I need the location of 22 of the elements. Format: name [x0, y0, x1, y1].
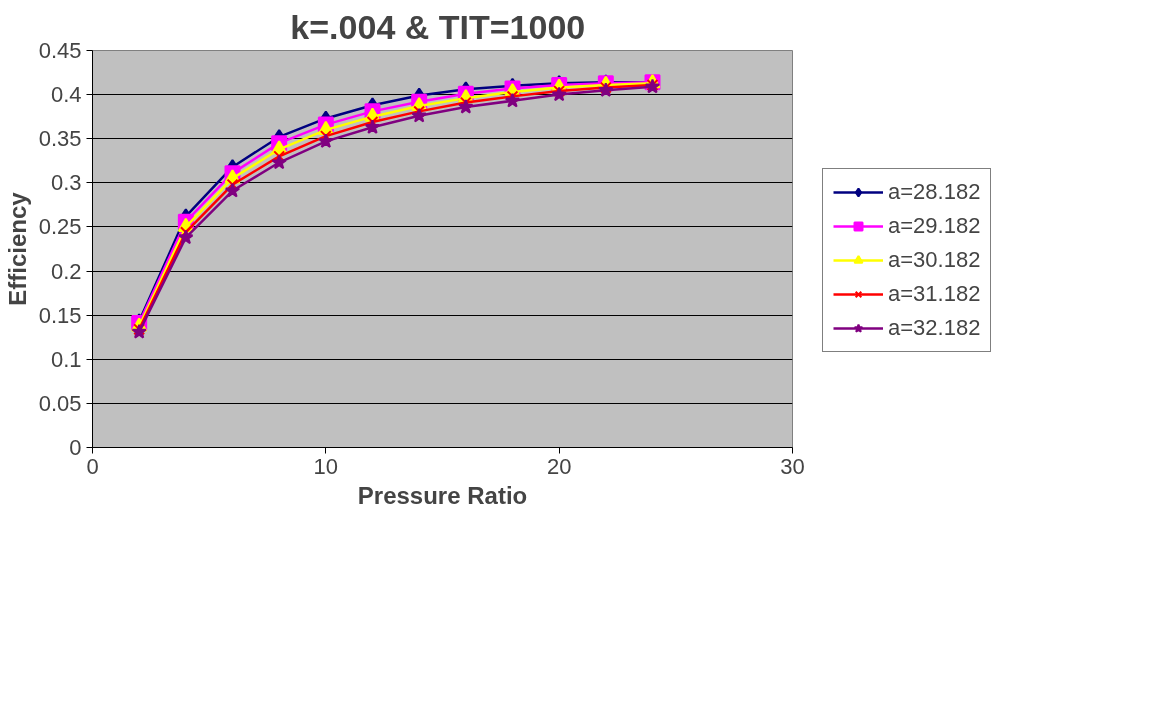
x-axis-title: Pressure Ratio [357, 481, 528, 509]
x-tick-label: 30 [780, 453, 805, 479]
chart-title: k=.004 & TIT=1000 [290, 7, 586, 46]
y-tick-label: 0.1 [50, 346, 82, 372]
x-tick-label: 0 [86, 453, 99, 479]
x-tick-label: 10 [313, 453, 339, 479]
y-tick-label: 0.15 [38, 302, 82, 328]
y-tick-label: 0.3 [50, 170, 82, 196]
x-tick-label: 20 [546, 453, 572, 479]
y-axis-title: Efficiency [3, 191, 31, 306]
y-tick-label: 0 [69, 435, 82, 460]
y-tick-label: 0.45 [38, 38, 82, 63]
legend-label: a=30.182 [888, 247, 981, 273]
legend-label: a=32.182 [888, 315, 981, 341]
legend-label: a=29.182 [888, 213, 981, 239]
y-tick-label: 0.4 [50, 82, 82, 108]
legend-label: a=31.182 [888, 281, 981, 307]
y-tick-label: 0.25 [38, 214, 82, 240]
legend-label: a=28.182 [888, 179, 981, 205]
y-tick-label: 0.05 [38, 390, 82, 416]
y-tick-label: 0.35 [38, 126, 82, 152]
y-tick-label: 0.2 [50, 258, 82, 284]
